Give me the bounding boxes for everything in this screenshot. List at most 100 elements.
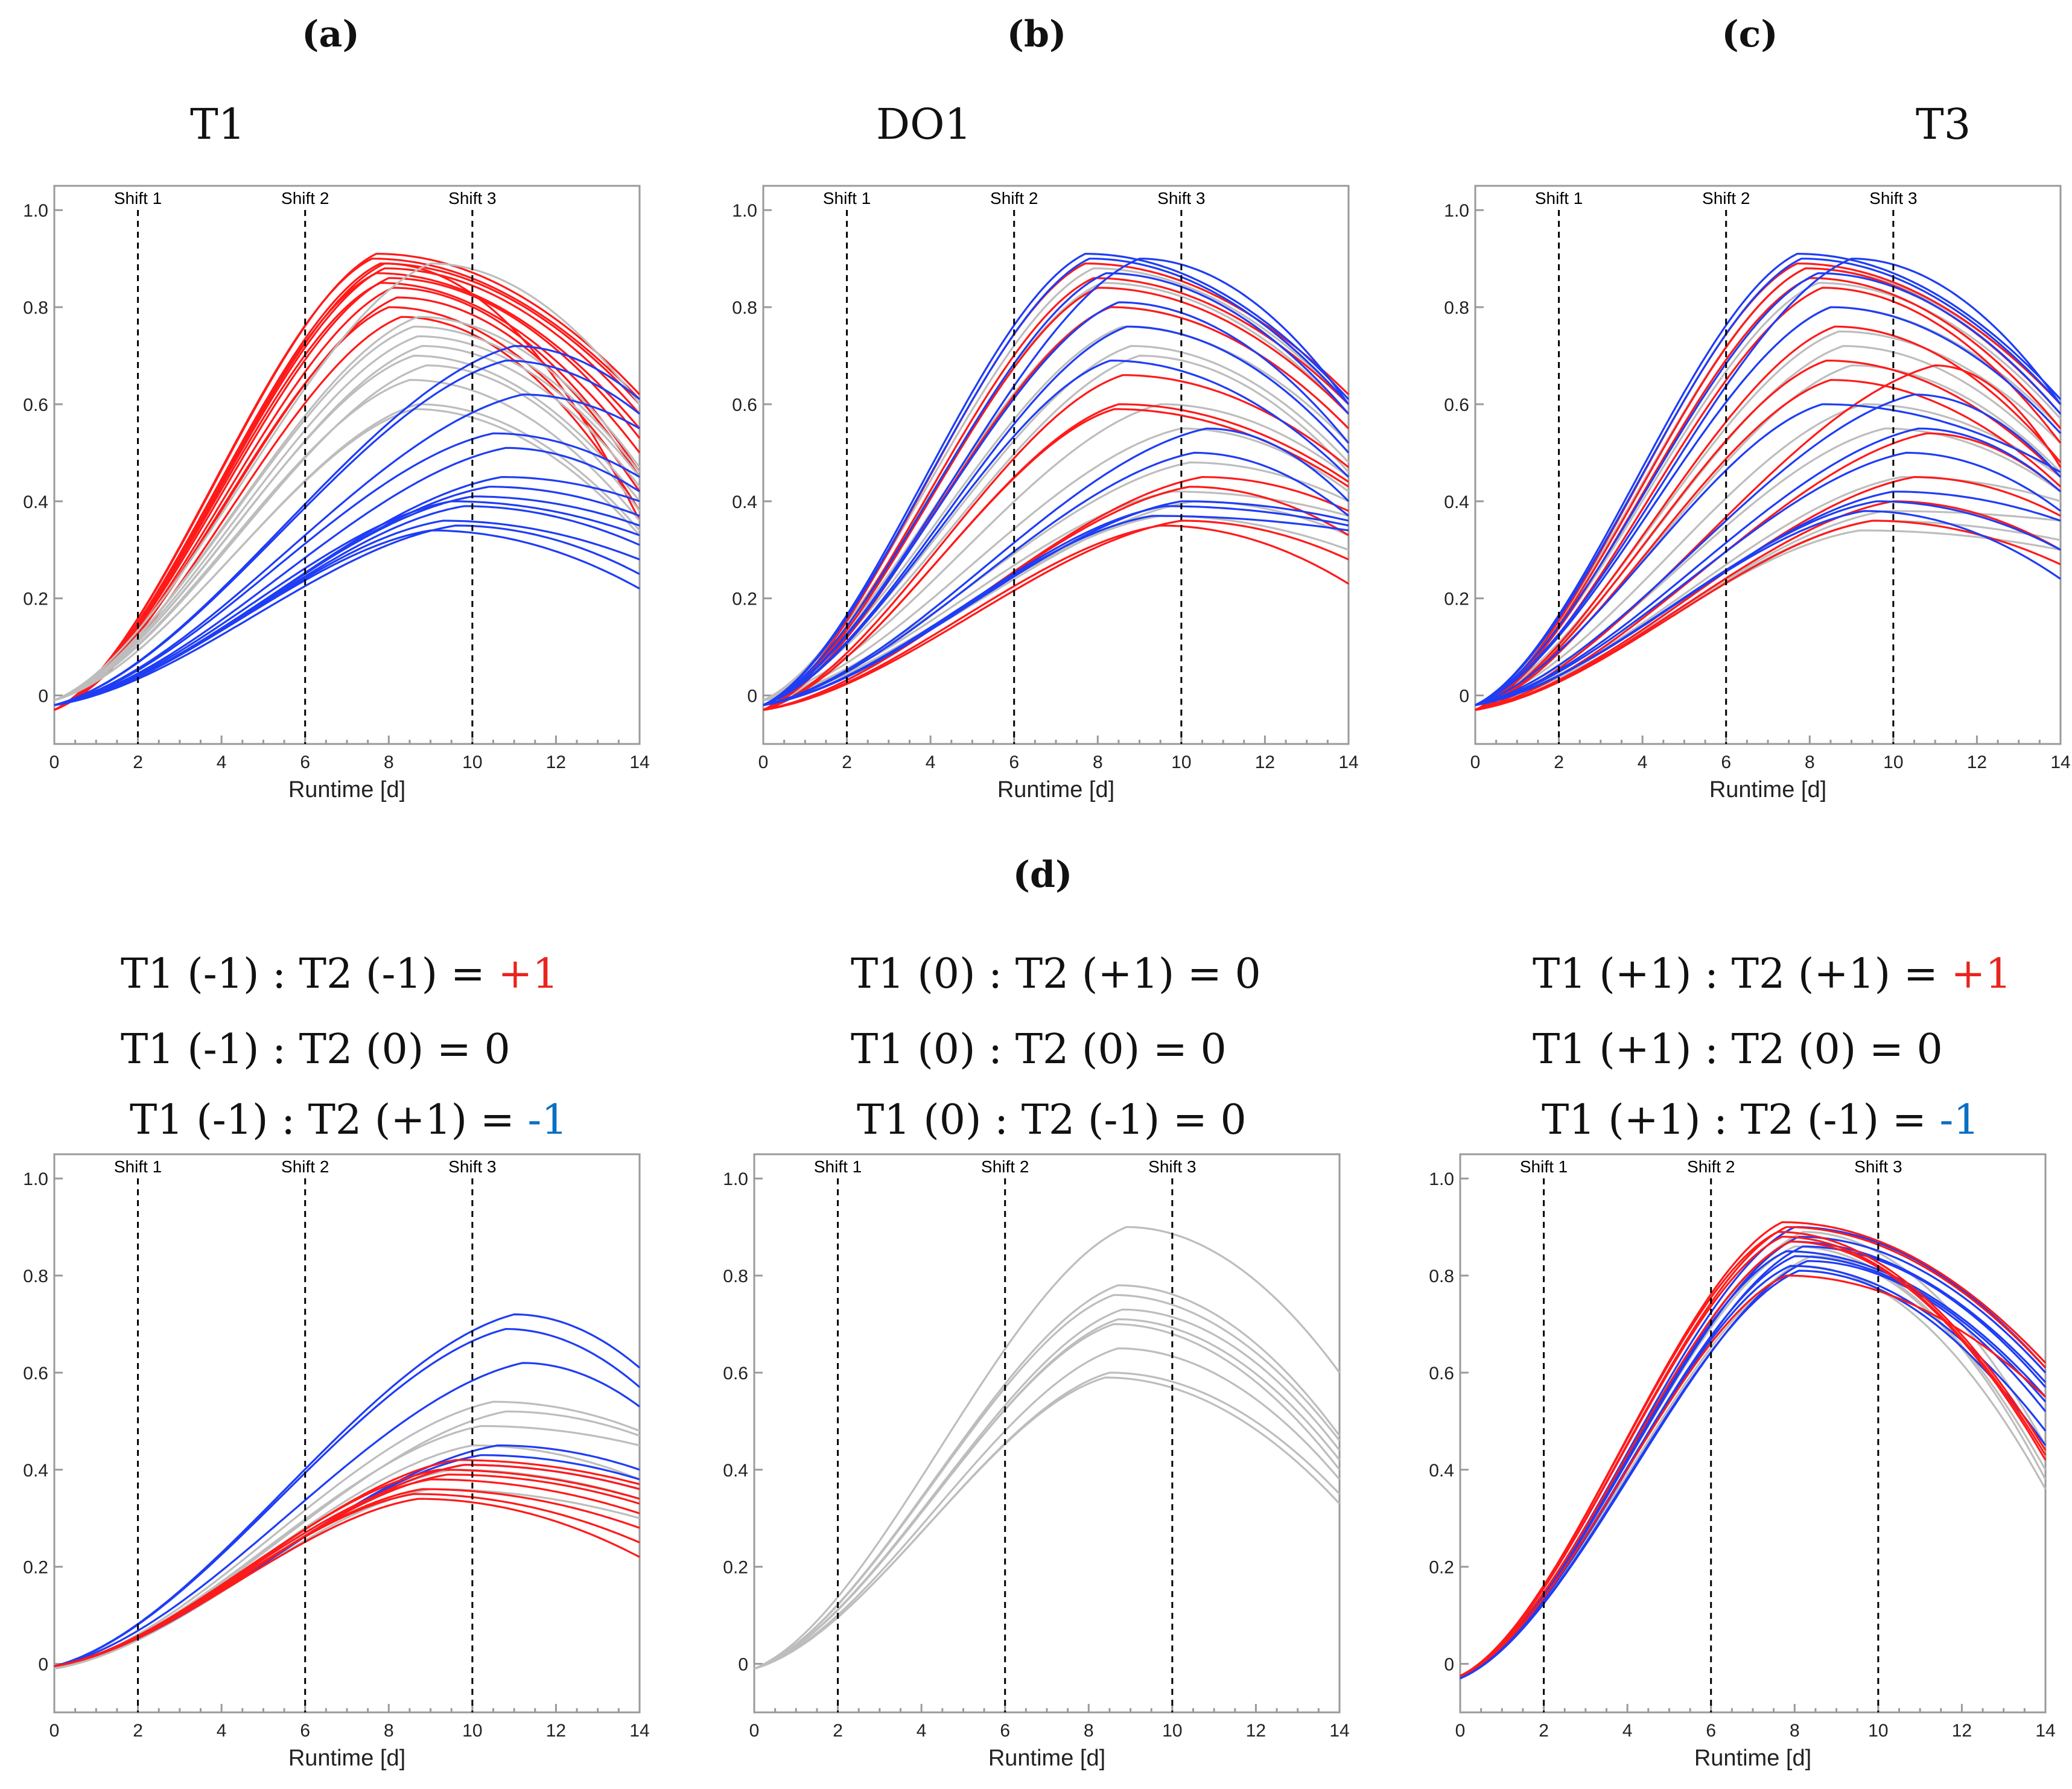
- panel-label-d: (d): [1012, 854, 1073, 896]
- x-axis-label: Runtime [d]: [1709, 777, 1826, 802]
- x-tick-label: 12: [1952, 1721, 1972, 1741]
- y-tick-label: 0.4: [1429, 1461, 1454, 1481]
- chart-d-left: 0 0.2 0.4 0.6 0.8 1.0 0 2 4 6 8 10 12 14 Runtime [d] Sh…: [23, 1153, 650, 1771]
- series-line-grey: [763, 282, 1350, 702]
- series-line-grey: [754, 1226, 1341, 1670]
- series-line-red: [1460, 1231, 2047, 1677]
- y-tick-label: 0.6: [23, 395, 48, 415]
- series-line-red: [1460, 1274, 2047, 1677]
- shift-label: Shift 3: [1148, 1157, 1196, 1176]
- y-tick-label: 0.2: [23, 589, 48, 609]
- result-plus-one: +1: [1951, 950, 2012, 998]
- equation-right-2: T1 (+1) : T2 (0) = 0: [1533, 1026, 1943, 1073]
- x-tick-label: 4: [1622, 1721, 1633, 1741]
- y-tick-label: 0.2: [1444, 589, 1469, 609]
- x-tick-label: 14: [2050, 752, 2070, 772]
- x-tick-label: 6: [300, 1721, 310, 1741]
- x-tick-label: 10: [1883, 752, 1903, 772]
- y-tick-label: 0: [38, 687, 48, 707]
- plot-frame: [1459, 1153, 2047, 1714]
- series-line-red: [54, 277, 641, 711]
- x-tick-label: 4: [1638, 752, 1648, 772]
- chart-a-t1: 0 0.2 0.4 0.6 0.8 1.0 0 2 4 6 8 10 12 14 Runtime [d] Sh…: [23, 185, 650, 802]
- equation-middle-2: T1 (0) : T2 (0) = 0: [851, 1026, 1227, 1073]
- shift-label: Shift 2: [990, 189, 1038, 208]
- series-line-blue: [763, 301, 1350, 707]
- x-tick-label: 4: [217, 1721, 227, 1741]
- y-tick-label: 0: [738, 1655, 748, 1675]
- series-line-red: [1475, 364, 2062, 711]
- y-tick-label: 0.8: [732, 298, 757, 318]
- y-tick-label: 0.8: [23, 1266, 48, 1286]
- x-tick-label: 8: [1084, 1721, 1094, 1741]
- x-tick-label: 12: [1246, 1721, 1266, 1741]
- panel-label-b: (b): [1006, 13, 1067, 56]
- y-tick-label: 0.4: [23, 492, 48, 512]
- x-tick-label: 2: [842, 752, 852, 772]
- series-line-blue: [763, 451, 1350, 707]
- heading-t3: T3: [1916, 100, 1971, 149]
- x-tick-label: 6: [1009, 752, 1019, 772]
- series-line-grey: [1475, 403, 2061, 707]
- series-line-blue: [1475, 403, 2061, 707]
- series-line-grey: [54, 408, 641, 702]
- series-line-grey: [763, 403, 1349, 702]
- x-tick-label: 2: [833, 1721, 843, 1741]
- series-line-red: [54, 1498, 640, 1668]
- series-line-red: [763, 524, 1349, 711]
- series-line-blue: [763, 258, 1350, 707]
- shift-label: Shift 2: [281, 189, 329, 208]
- y-tick-label: 0.4: [723, 1461, 748, 1481]
- plot-frame: [753, 1153, 1341, 1714]
- equation-middle-3: T1 (0) : T2 (-1) = 0: [857, 1096, 1247, 1144]
- series-line-blue: [1475, 253, 2062, 707]
- series-line-grey: [54, 335, 641, 702]
- series-line-grey: [1475, 529, 2061, 707]
- chart-d-middle: 0 0.2 0.4 0.6 0.8 1.0 0 2 4 6 8 10 12 14 Runtime [d] Sh…: [723, 1153, 1350, 1771]
- x-tick-label: 8: [1790, 1721, 1800, 1741]
- y-tick-label: 1.0: [723, 1169, 748, 1189]
- series-line-blue: [763, 515, 1349, 707]
- equation-left-2: T1 (-1) : T2 (0) = 0: [121, 1026, 510, 1073]
- series-line-blue: [763, 253, 1350, 707]
- y-tick-label: 0.6: [732, 395, 757, 415]
- x-tick-label: 0: [749, 1721, 760, 1741]
- series-line-grey: [54, 354, 641, 702]
- series-line-blue: [1460, 1250, 2047, 1680]
- shift-label: Shift 3: [1869, 189, 1917, 208]
- series-line-blue: [1460, 1245, 2047, 1680]
- panel-label-c: (c): [1721, 13, 1778, 56]
- series-line-grey: [54, 262, 641, 702]
- shift-label: Shift 2: [1687, 1157, 1735, 1176]
- series-line-red: [54, 316, 641, 711]
- series-line-blue: [1475, 258, 2062, 707]
- series-line-red: [1460, 1221, 2047, 1677]
- equation-left-3: T1 (-1) : T2 (+1) = -1: [130, 1096, 568, 1144]
- series-line-blue: [763, 360, 1350, 707]
- series-line-grey: [763, 345, 1350, 702]
- shift-label: Shift 1: [1520, 1157, 1568, 1176]
- y-tick-label: 1.0: [23, 201, 48, 221]
- result-minus-one: -1: [527, 1096, 568, 1144]
- x-axis-label: Runtime [d]: [288, 777, 405, 802]
- series-line-blue: [54, 500, 640, 707]
- series-line-blue: [54, 393, 640, 707]
- series-line-blue: [763, 325, 1350, 707]
- series-line-blue: [54, 432, 640, 707]
- series-line-blue: [763, 272, 1350, 707]
- series-line-grey: [1475, 427, 2061, 707]
- y-tick-label: 0.6: [23, 1364, 48, 1384]
- series-line-grey: [763, 500, 1349, 702]
- x-axis-label: Runtime [d]: [288, 1746, 405, 1771]
- y-tick-label: 0.4: [732, 492, 757, 512]
- shift-label: Shift 2: [981, 1157, 1029, 1176]
- y-tick-label: 0.2: [732, 589, 757, 609]
- x-tick-label: 8: [1805, 752, 1815, 772]
- series-line-red: [763, 486, 1349, 711]
- y-tick-label: 0.4: [1444, 492, 1469, 512]
- y-tick-label: 1.0: [1444, 201, 1469, 221]
- y-tick-label: 0.6: [1444, 395, 1469, 415]
- y-tick-label: 0.2: [23, 1558, 48, 1578]
- x-tick-label: 10: [462, 752, 482, 772]
- y-tick-label: 0.6: [723, 1364, 748, 1384]
